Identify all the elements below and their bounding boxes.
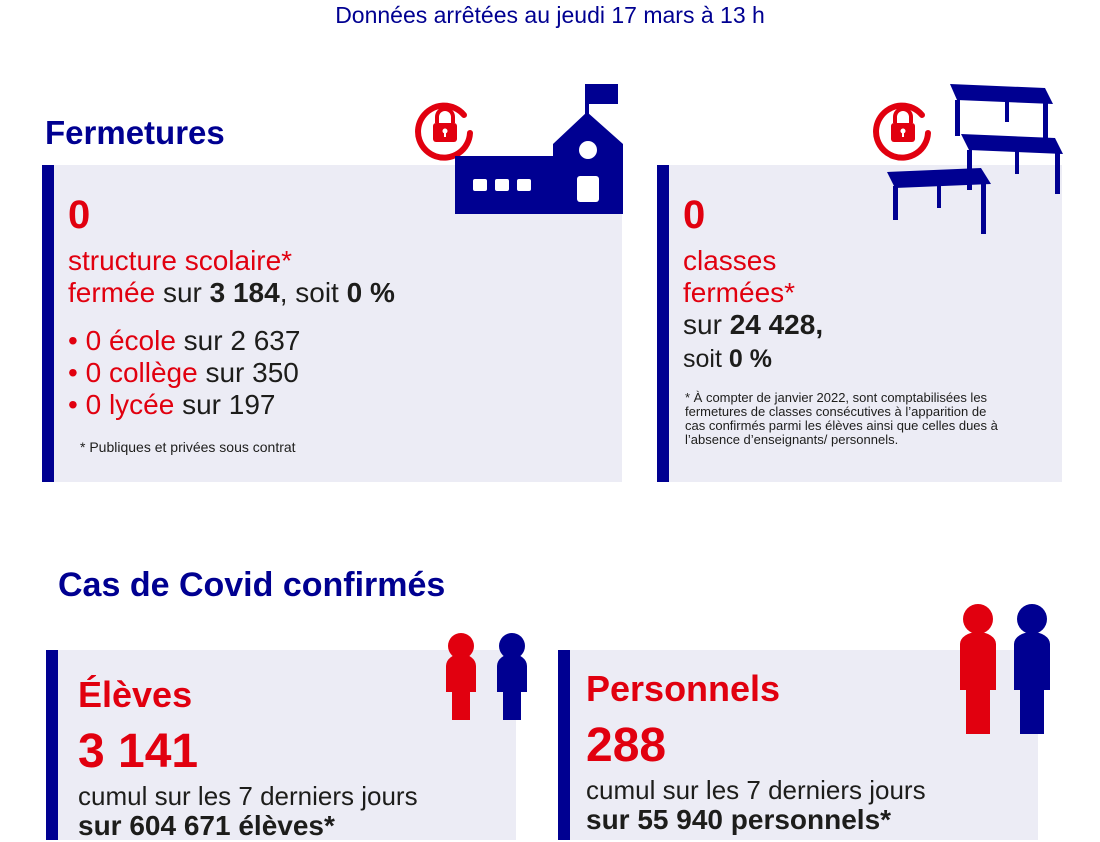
eleves-card: Élèves 3 141 cumul sur les 7 derniers jo… (46, 650, 516, 841)
structures-count: 0 (68, 193, 91, 237)
item-count: 0 (85, 389, 102, 420)
eleves-cumul: cumul sur les 7 derniers jours (78, 781, 418, 811)
personnels-card: Personnels 288 cumul sur les 7 derniers … (558, 650, 1038, 840)
item-count: 0 (85, 357, 102, 388)
structures-label: structure scolaire* (68, 245, 293, 276)
classes-total: 24 428, (729, 309, 824, 340)
item-total: sur 197 (182, 389, 276, 420)
sur-label: sur (162, 277, 202, 308)
eleves-total: sur 604 671 élèves* (78, 810, 335, 841)
structures-list: • 0 école sur 2 637 • 0 collège sur 350 … (68, 325, 300, 421)
eleves-count: 3 141 (78, 725, 199, 778)
personnels-total: sur 55 940 personnels* (586, 804, 892, 835)
item-name: lycée (108, 389, 175, 420)
eleves-title: Élèves (78, 674, 193, 715)
classes-label-1: classes (683, 245, 777, 276)
lock-icon (873, 102, 931, 161)
personnels-title: Personnels (586, 668, 781, 709)
classes-card: 0 classes fermées* sur 24 428, soit 0 % … (657, 165, 1062, 482)
item-name: école (108, 325, 176, 356)
personnels-cumul: cumul sur les 7 derniers jours (586, 775, 926, 805)
school-building-icon (455, 84, 623, 214)
sur-label: sur (683, 309, 722, 340)
structures-footnote: * Publiques et privées sous contrat (80, 439, 296, 455)
classes-count: 0 (683, 193, 706, 237)
classes-pct: 0 % (728, 345, 772, 373)
structures-total: 3 184 (209, 277, 280, 308)
list-item: • 0 collège sur 350 (68, 357, 299, 388)
classes-total-line: sur 24 428, (683, 309, 823, 341)
structures-pct: 0 % (346, 277, 395, 308)
classes-footnote: * À compter de janvier 2022, sont compta… (685, 390, 998, 447)
personnels-count: 288 (586, 719, 667, 772)
section-title-fermetures: Fermetures (45, 114, 225, 151)
item-total: sur 350 (205, 357, 299, 388)
pupils-icon (446, 633, 527, 720)
soit-label: soit (683, 345, 722, 373)
date-header: Données arrêtées au jeudi 17 mars à 13 h (335, 2, 765, 28)
item-total: sur 2 637 (183, 325, 301, 356)
list-item: • 0 lycée sur 197 (68, 389, 276, 420)
item-count: 0 (85, 325, 102, 356)
staff-people-icon (960, 604, 1050, 734)
lock-icon (415, 102, 473, 161)
structures-summary: fermée sur 3 184, soit 0 % (68, 277, 395, 309)
fermee-label: fermée (68, 277, 156, 308)
classes-label-2: fermées* (683, 277, 796, 308)
list-item: • 0 école sur 2 637 (68, 325, 301, 356)
structures-card: 0 structure scolaire* fermée sur 3 184, … (42, 165, 622, 482)
section-title-covid: Cas de Covid confirmés (58, 566, 446, 604)
classes-pct-line: soit 0 % (683, 343, 772, 375)
soit-label: , soit (279, 277, 339, 308)
item-name: collège (108, 357, 198, 388)
classroom-desks-icon (887, 84, 1063, 234)
